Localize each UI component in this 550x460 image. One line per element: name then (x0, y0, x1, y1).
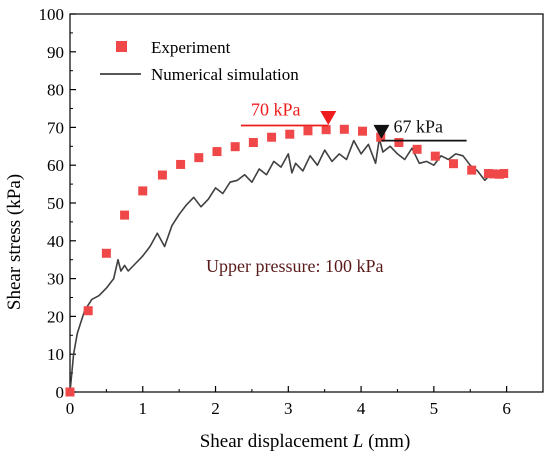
experiment-point (176, 159, 186, 169)
x-tick-label: 6 (502, 399, 511, 418)
experiment-point (394, 138, 404, 148)
experiment-point (194, 153, 204, 163)
y-tick-label: 70 (47, 118, 64, 137)
experiment-point (303, 126, 313, 136)
simulation-series (69, 137, 507, 393)
experiment-point (489, 169, 499, 179)
y-tick-label: 60 (47, 156, 64, 175)
y-axis-ticks: 0 10 20 30 40 50 60 70 80 90 100 (39, 5, 76, 402)
peak-triangle (373, 124, 390, 139)
x-tick-label: 2 (211, 399, 220, 418)
experiment-point (138, 186, 148, 196)
experiment-point (321, 125, 331, 135)
experiment-point (157, 170, 167, 180)
peak-label: 70 kPa (251, 100, 301, 120)
x-axis-label-prefix: Shear displacement (200, 431, 353, 452)
upper-pressure-annotation: Upper pressure: 100 kPa (206, 256, 383, 276)
experiment-point (412, 144, 422, 154)
y-tick-label: 100 (39, 5, 65, 24)
experiment-point (358, 126, 368, 136)
experiment-point (83, 306, 93, 316)
experiment-point (101, 248, 111, 258)
y-tick-label: 10 (47, 345, 64, 364)
x-axis-label: Shear displacement L (mm) (200, 431, 411, 452)
experiment-point (65, 387, 75, 397)
experiment-point (230, 142, 240, 152)
experiment-point (212, 147, 222, 157)
experiment-point (120, 210, 130, 220)
x-axis-label-suffix: (mm) (363, 431, 410, 452)
x-tick-label: 5 (430, 399, 439, 418)
experiment-point (448, 159, 458, 169)
x-tick-label: 3 (284, 399, 293, 418)
simulation-line (69, 137, 507, 393)
x-axis-ticks: 0 1 2 3 4 5 6 (66, 386, 544, 418)
peak-label: 67 kPa (393, 117, 443, 137)
legend-simulation-label: Numerical simulation (151, 65, 299, 84)
peak-markers: 70 kPa 67 kPa (241, 100, 467, 142)
peak-triangle (320, 110, 337, 125)
x-tick-label: 1 (139, 399, 148, 418)
x-tick-label: 4 (357, 399, 366, 418)
y-tick-label: 20 (47, 307, 64, 326)
experiment-point (467, 165, 477, 175)
experiment-point (339, 124, 349, 134)
y-tick-label: 0 (56, 383, 65, 402)
y-tick-label: 30 (47, 270, 64, 289)
experiment-point (483, 169, 493, 179)
x-tick-label: 0 (66, 399, 75, 418)
experiment-point (267, 132, 277, 142)
y-tick-label: 80 (47, 81, 64, 100)
experiment-point (430, 151, 440, 161)
experiment-point (499, 169, 509, 179)
y-tick-label: 90 (47, 43, 64, 62)
y-axis-label: Shear stress (kPa) (4, 174, 25, 310)
x-axis-label-variable: L (352, 431, 364, 452)
experiment-point (285, 129, 295, 139)
y-tick-label: 50 (47, 194, 64, 213)
experiment-series (65, 124, 509, 397)
legend-experiment-label: Experiment (151, 38, 231, 57)
y-tick-label: 40 (47, 232, 64, 251)
legend-experiment-marker (116, 41, 127, 52)
legend: Experiment Numerical simulation (100, 38, 299, 84)
experiment-point (248, 138, 258, 148)
